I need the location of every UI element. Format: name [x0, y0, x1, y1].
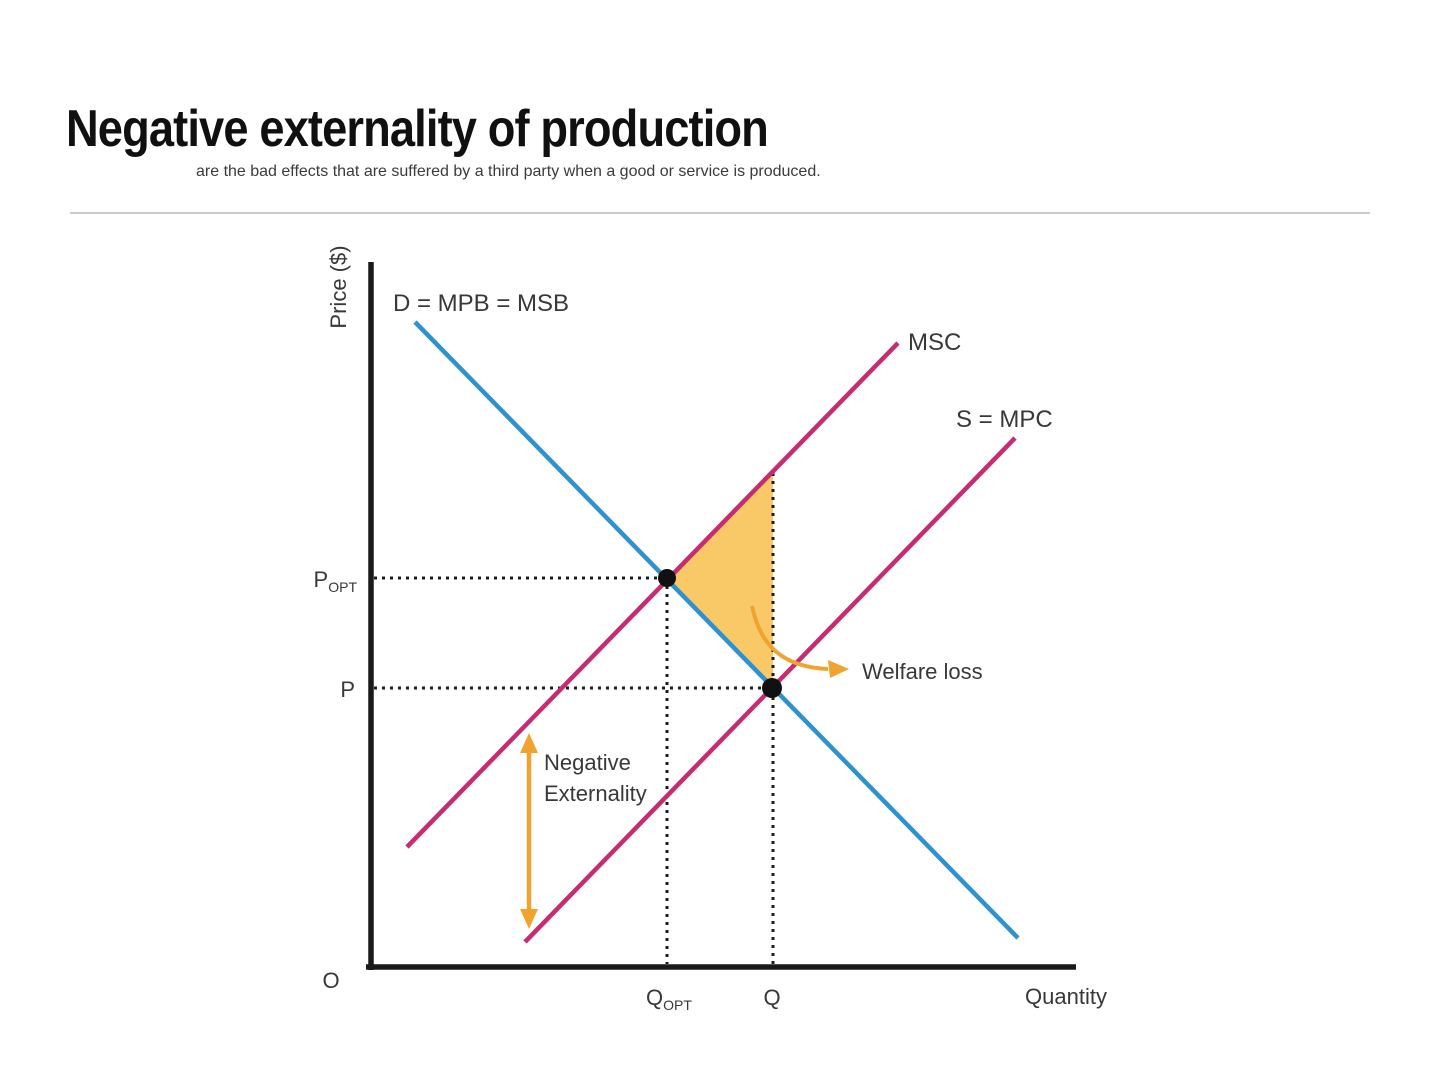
- origin-label: O: [322, 968, 339, 993]
- page-title: Negative externality of production: [66, 100, 769, 158]
- welfare-loss-triangle: [667, 473, 773, 688]
- arrow-up-head-icon: [520, 733, 538, 753]
- demand-line: [413, 320, 1020, 940]
- msc-label: MSC: [908, 329, 961, 356]
- supply-label: S = MPC: [956, 406, 1053, 433]
- popt-tick-label: POPT: [314, 567, 358, 595]
- quantity-axis-label: Quantity: [1025, 984, 1107, 1009]
- q-tick-label: Q: [763, 985, 780, 1010]
- social-optimum-point: [658, 569, 676, 587]
- qopt-tick-label: QOPT: [646, 985, 692, 1013]
- msc-line: [405, 341, 900, 849]
- market-equilibrium-point: [762, 678, 782, 698]
- header-divider: [70, 212, 1370, 214]
- page-subtitle: are the bad effects that are suffered by…: [196, 163, 821, 180]
- welfare-loss-label: Welfare loss: [862, 659, 983, 684]
- price-axis-label: Price ($): [326, 245, 351, 328]
- negative-externality-label-line2: Externality: [544, 781, 647, 806]
- arrow-down-head-icon: [520, 909, 538, 929]
- welfare-loss-arrow: [750, 605, 849, 678]
- arrow-right-head-icon: [828, 660, 849, 678]
- demand-label: D = MPB = MSB: [393, 290, 569, 317]
- negative-externality-label-line1: Negative: [544, 750, 631, 775]
- p-tick-label: P: [340, 677, 355, 702]
- negative-externality-arrow: [520, 733, 538, 929]
